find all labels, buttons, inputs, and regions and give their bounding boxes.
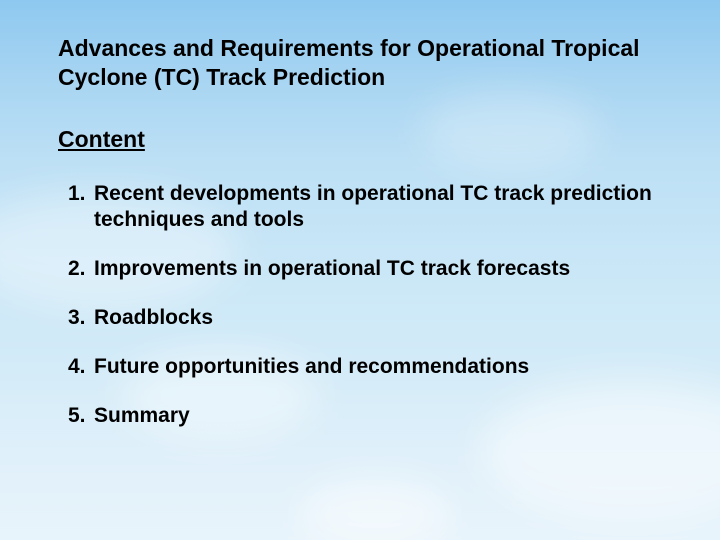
list-item: 3. Roadblocks — [68, 305, 662, 332]
list-item-text: Roadblocks — [94, 305, 662, 332]
list-item: 2. Improvements in operational TC track … — [68, 256, 662, 283]
list-item-number: 2. — [68, 256, 94, 283]
slide-container: Advances and Requirements for Operationa… — [0, 0, 720, 540]
list-item-text: Future opportunities and recommendations — [94, 354, 662, 381]
list-item: 1. Recent developments in operational TC… — [68, 181, 662, 235]
list-item-number: 3. — [68, 305, 94, 332]
list-item: 4. Future opportunities and recommendati… — [68, 354, 662, 381]
list-item-number: 5. — [68, 403, 94, 430]
list-item-text: Summary — [94, 403, 662, 430]
content-list: 1. Recent developments in operational TC… — [58, 181, 662, 430]
content-heading: Content — [58, 126, 662, 153]
list-item-text: Recent developments in operational TC tr… — [94, 181, 662, 235]
list-item-number: 4. — [68, 354, 94, 381]
slide-title: Advances and Requirements for Operationa… — [58, 34, 662, 92]
list-item: 5. Summary — [68, 403, 662, 430]
list-item-text: Improvements in operational TC track for… — [94, 256, 662, 283]
list-item-number: 1. — [68, 181, 94, 235]
